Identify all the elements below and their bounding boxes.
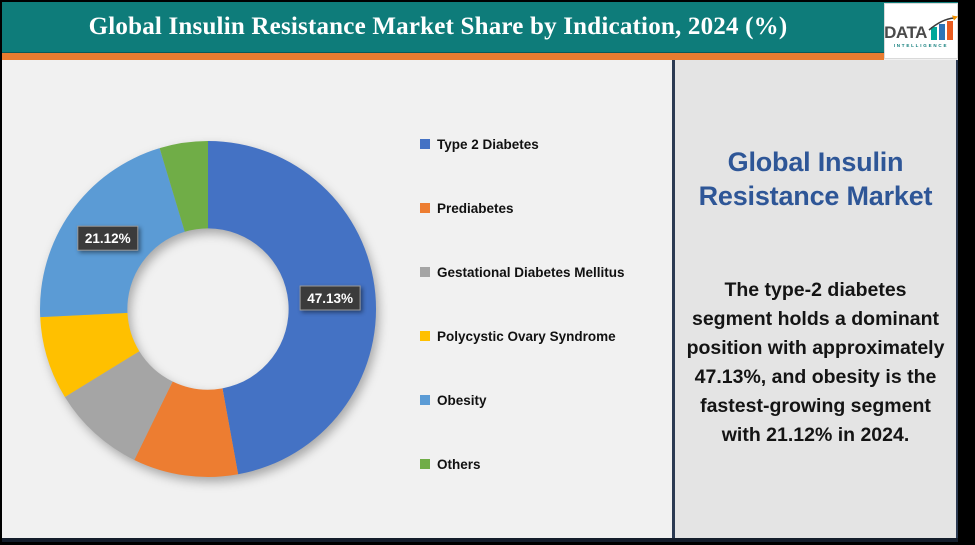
legend-label: Polycystic Ovary Syndrome [437,328,616,344]
legend-swatch [420,459,430,469]
data-label: 21.12% [77,225,139,251]
legend-label: Prediabetes [437,200,514,216]
chart-legend: Type 2 Diabetes Prediabetes Gestational … [420,112,625,496]
svg-text:21.12%: 21.12% [85,231,131,246]
accent-bar [2,53,884,60]
legend-item: Prediabetes [420,176,625,240]
donut-segment-polycystic-ovary-syndrome [40,312,140,397]
chart-area: 47.13% 21.12% Type 2 Diabetes Prediabetes… [2,60,672,538]
main-content: 47.13% 21.12% Type 2 Diabetes Prediabetes… [2,60,958,538]
infographic-frame: Global Insulin Resistance Market Share b… [2,2,958,542]
legend-swatch [420,203,430,213]
data-label: 47.13% [299,285,361,311]
legend-item: Obesity [420,368,625,432]
donut-segment-prediabetes [134,381,239,478]
legend-swatch [420,395,430,405]
logo-row: DATA [884,15,958,41]
panel-title: Global Insulin Resistance Market [698,147,933,211]
legend-item: Type 2 Diabetes [420,112,625,176]
legend-swatch [420,267,430,277]
legend-label: Others [437,456,481,472]
summary-panel: Global Insulin Resistance Market The typ… [675,60,958,538]
bottom-border [2,538,958,542]
svg-text:47.13%: 47.13% [307,291,353,306]
donut-segment-others [159,141,208,232]
logo-text: DATA [884,22,927,42]
vertical-divider [672,60,675,538]
legend-item: Polycystic Ovary Syndrome [420,304,625,368]
donut-segment-type-2-diabetes [208,141,377,475]
panel-description: The type-2 diabetes segment holds a domi… [686,278,945,446]
header-bar: Global Insulin Resistance Market Share b… [2,2,958,53]
logo-bars-icon [928,15,958,40]
legend-label: Obesity [437,392,487,408]
page-title: Global Insulin Resistance Market Share b… [88,13,788,40]
donut-chart: 47.13% 21.12% [40,141,377,478]
donut-segment-gestational-diabetes-mellitus [64,351,173,460]
legend-label: Gestational Diabetes Mellitus [437,264,625,280]
legend-item: Others [420,432,625,496]
logo-subtext: INTELLIGENCE [893,42,949,48]
legend-item: Gestational Diabetes Mellitus [420,240,625,304]
legend-swatch [420,331,430,341]
legend-swatch [420,139,430,149]
datam-intelligence-logo: DATA INTELLIGENCE [884,3,958,59]
legend-label: Type 2 Diabetes [437,136,539,152]
